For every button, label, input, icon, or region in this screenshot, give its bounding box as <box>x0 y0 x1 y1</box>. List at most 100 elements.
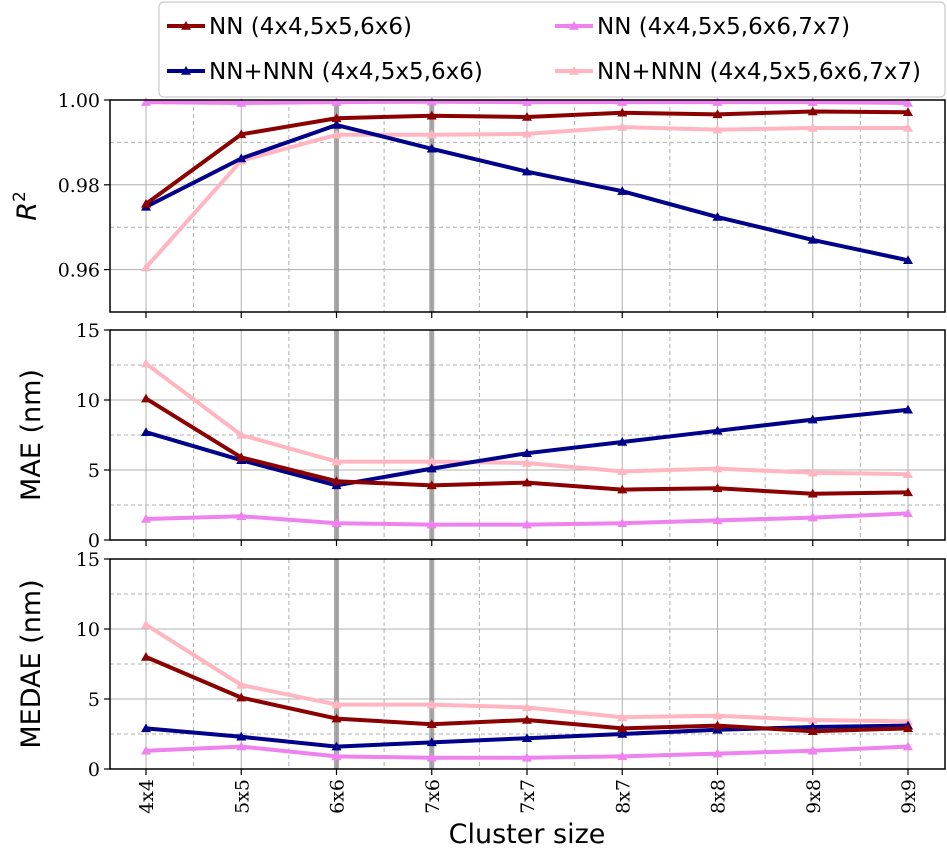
data-point <box>141 427 151 436</box>
data-point <box>903 508 913 518</box>
x-axis-title: Cluster size <box>449 819 606 849</box>
data-point <box>426 456 437 466</box>
data-point <box>807 745 818 755</box>
data-point <box>807 715 818 724</box>
data-point <box>712 124 723 134</box>
data-point <box>426 719 437 728</box>
data-point <box>236 731 247 741</box>
data-point <box>712 463 723 473</box>
data-point <box>236 97 247 107</box>
x-tick-label: 7x6 <box>422 779 444 814</box>
x-tick-label: 4x4 <box>136 779 158 814</box>
data-point <box>807 106 818 116</box>
data-point <box>522 111 532 121</box>
data-point <box>617 97 628 106</box>
data-point <box>903 741 913 751</box>
data-point <box>712 720 723 730</box>
x-tick-label: 6x6 <box>327 779 349 814</box>
y-tick-label: 1.00 <box>58 90 100 112</box>
data-point <box>807 97 818 106</box>
legend-entry-nn-nnn-4x4-5x5-6x6-7x7: NN+NNN (4x4,5x5,6x6,7x7) <box>555 59 921 85</box>
data-point <box>903 255 913 265</box>
y-tick-label: 5 <box>88 460 100 482</box>
data-point <box>426 737 437 747</box>
data-point <box>522 715 532 724</box>
data-point <box>331 97 342 106</box>
data-point <box>426 752 437 762</box>
data-point <box>522 448 532 457</box>
data-point <box>426 699 437 709</box>
data-point <box>617 466 628 476</box>
data-point <box>426 143 437 153</box>
legend-box <box>158 1 946 98</box>
data-point <box>331 129 342 139</box>
data-point <box>236 692 247 702</box>
data-point <box>426 110 437 120</box>
data-point <box>141 723 151 733</box>
data-point <box>236 129 247 139</box>
data-point <box>141 262 151 272</box>
data-point <box>903 469 913 478</box>
x-tick-label: 9x9 <box>898 779 920 814</box>
data-point <box>903 404 913 414</box>
data-point <box>807 234 818 244</box>
data-point <box>522 702 532 712</box>
data-point <box>712 425 723 435</box>
data-point <box>331 456 342 466</box>
x-tick-label: 9x8 <box>803 779 825 814</box>
legend-entry-nn-nnn-4x4-5x5-6x6: NN+NNN (4x4,5x5,6x6) <box>167 59 483 85</box>
y-tick-label: 15 <box>76 549 100 571</box>
data-point <box>426 519 437 529</box>
data-point <box>331 699 342 709</box>
legend-marker <box>181 66 191 75</box>
legend: NN (4x4,5x5,6x6) NN (4x4,5x5,6x6,7x7) NN+N… <box>158 1 946 98</box>
series-nn-4x4-5x5-6x6-mae <box>141 393 913 498</box>
data-point <box>331 751 342 761</box>
data-point <box>617 751 628 761</box>
legend-label: NN+NNN (4x4,5x5,6x6) <box>209 59 483 85</box>
series-nn-4x4-5x5-6x6-7x7-mae <box>141 508 913 529</box>
series-nn-nnn-4x4-5x5-6x6-r2 <box>141 120 913 265</box>
data-point <box>522 733 532 742</box>
data-point <box>807 488 818 498</box>
data-point <box>426 129 437 139</box>
data-point <box>331 113 342 122</box>
data-point <box>522 477 532 487</box>
data-point <box>236 680 247 689</box>
panels-layer: 0.96 0.98 1.00 R2 0 5 10 15 MAE (nm) 0 5 10 15 MEDAE … <box>10 90 946 781</box>
data-point <box>903 97 913 107</box>
data-point <box>903 107 913 117</box>
y-tick-label: 0.98 <box>58 175 100 197</box>
panel-r2: 0.96 0.98 1.00 R2 <box>10 90 946 318</box>
data-point <box>331 713 342 723</box>
data-point <box>617 484 628 494</box>
data-point <box>807 726 818 735</box>
x-tick-label: 5x5 <box>231 779 253 814</box>
legend-label: NN+NNN (4x4,5x5,6x6,7x7) <box>597 59 921 85</box>
series-nn-4x4-5x5-6x6-7x7-r2 <box>141 96 913 107</box>
data-point <box>236 452 247 462</box>
legend-marker <box>569 21 579 30</box>
data-point <box>426 480 437 490</box>
y-tick-label: 10 <box>76 390 100 412</box>
data-point <box>331 741 342 751</box>
y-axis-title: MEDAE (nm) <box>16 579 47 748</box>
data-point <box>141 198 151 208</box>
y-tick-label: 15 <box>76 320 100 342</box>
data-point <box>712 748 723 758</box>
series-nn-4x4-5x5-6x6-r2 <box>141 106 913 208</box>
data-point <box>331 476 342 485</box>
data-point <box>712 97 723 106</box>
data-point <box>141 745 151 755</box>
legend-marker <box>181 21 191 30</box>
x-tick-label: 8x8 <box>708 779 730 814</box>
y-tick-label: 10 <box>76 619 100 641</box>
legend-marker <box>569 66 579 75</box>
data-point <box>141 97 151 106</box>
data-point <box>617 107 628 117</box>
data-point <box>903 723 913 733</box>
y-tick-label: 0 <box>88 759 100 781</box>
data-point <box>331 120 342 129</box>
data-point <box>236 741 247 751</box>
data-point <box>807 512 818 522</box>
